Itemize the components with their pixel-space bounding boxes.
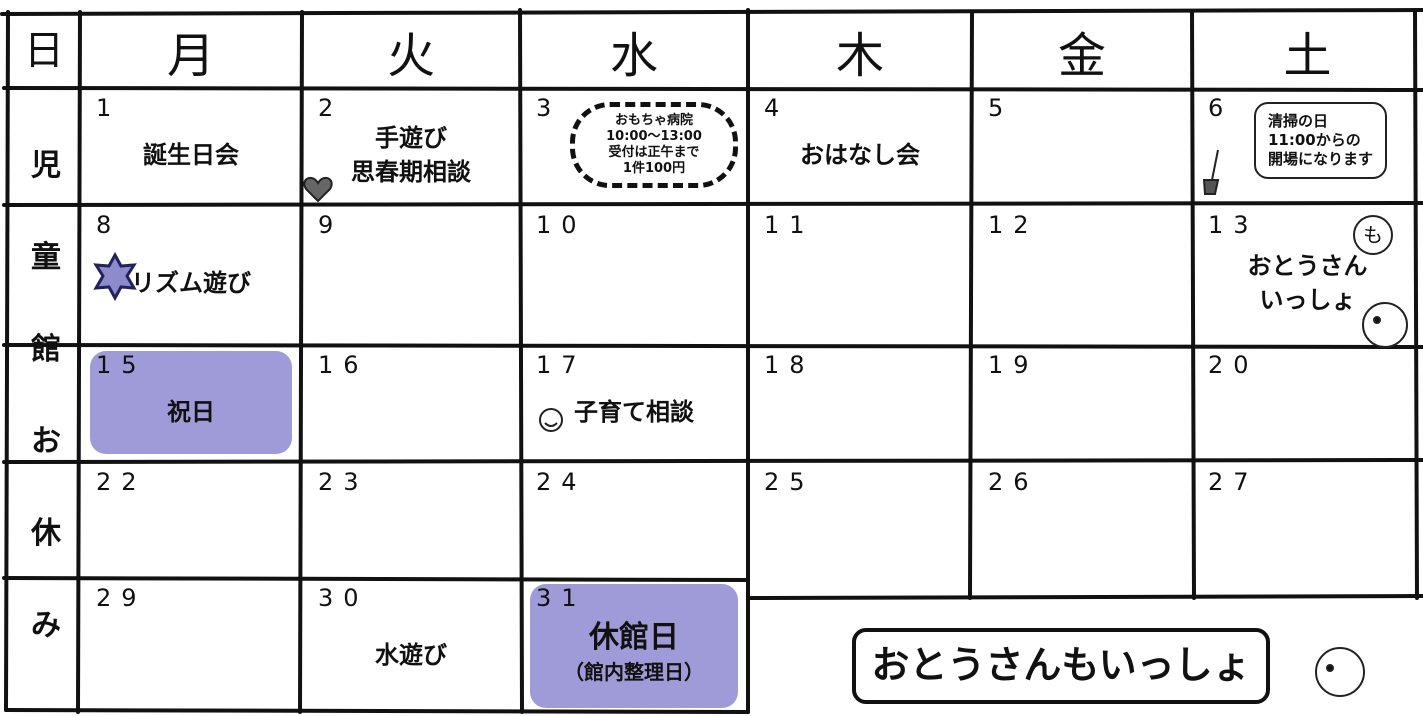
note-line: おもちゃ病院: [614, 113, 693, 128]
day-number: 27: [1208, 468, 1259, 496]
day-number: 26: [988, 468, 1039, 496]
side-label-char: 館: [31, 332, 61, 367]
weekday-header: 月: [166, 28, 215, 84]
day-cell: 18: [748, 345, 972, 462]
day-cell: 19: [972, 345, 1192, 462]
day-cell: 3 おもちゃ病院 10:00～13:00 受付は正午まで 1件100円: [520, 88, 748, 205]
day-number: 9: [318, 211, 344, 239]
side-label-char: み: [31, 608, 61, 643]
note-line: 開場になります: [1268, 150, 1374, 168]
day-number: 24: [536, 468, 587, 496]
banner: おとうさんもいっしょ: [852, 628, 1270, 704]
event-text: いっしょ: [1259, 286, 1356, 314]
day-cell: 29: [80, 578, 302, 716]
day-number: 31: [536, 584, 587, 612]
day-cell: 8 リズム遊び: [80, 205, 302, 345]
day-number: 2: [318, 94, 344, 122]
day-cell: 17 子育て相談: [520, 345, 748, 462]
day-number: 6: [1208, 94, 1234, 122]
day-number: 30: [318, 584, 369, 612]
day-number: 29: [96, 584, 147, 612]
day-cell: 5: [972, 88, 1192, 205]
event-text: 水遊び: [375, 641, 447, 669]
day-number: 4: [764, 94, 790, 122]
day-number: 17: [536, 351, 587, 379]
event-text: おとうさん: [1247, 252, 1368, 280]
speech-bubble: も: [1353, 215, 1393, 255]
day-number: 22: [96, 468, 147, 496]
note-line: 10:00～13:00: [606, 129, 702, 144]
side-label-char: 休: [31, 516, 61, 551]
note-line: 受付は正午まで: [608, 145, 700, 160]
day-cell: 23: [302, 462, 520, 578]
holiday-highlight: [90, 351, 292, 454]
day-number: 13: [1208, 211, 1259, 239]
day-number: 25: [764, 468, 815, 496]
day-number: 19: [988, 351, 1039, 379]
day-number: 1: [96, 94, 122, 122]
day-cell: 31 休館日 （館内整理日）: [520, 578, 748, 716]
day-cell: 4 おはなし会: [748, 88, 972, 205]
day-cell: 12: [972, 205, 1192, 345]
event-text: 休館日: [589, 620, 679, 655]
day-number: 10: [536, 211, 587, 239]
event-text: 子育て相談: [574, 397, 694, 426]
day-cell: 9: [302, 205, 520, 345]
day-cell: 10: [520, 205, 748, 345]
day-number: 20: [1208, 351, 1259, 379]
day-number: 15: [96, 351, 147, 379]
note-line: 清掃の日: [1268, 112, 1329, 130]
day-cell: 6 清掃の日 11:00からの 開場になります: [1192, 88, 1423, 205]
day-cell: 20: [1192, 345, 1423, 462]
event-text: （館内整理日）: [564, 660, 704, 684]
corner-header: 日: [24, 28, 64, 74]
note-line: 1件100円: [622, 161, 686, 176]
day-cell: 11: [748, 205, 972, 345]
event-text: 誕生日会: [143, 140, 239, 169]
note-line: も: [1363, 223, 1383, 247]
day-number: 12: [988, 211, 1039, 239]
weekday-header: 水: [609, 28, 658, 84]
event-text: 思春期相談: [351, 157, 471, 186]
side-label-char: 童: [31, 240, 61, 275]
day-cell: 1 誕生日会: [80, 88, 302, 205]
day-cell: 2 手遊び思春期相談: [302, 88, 520, 205]
weekday-header: 土: [1283, 28, 1332, 84]
day-cell: 15 祝日: [80, 345, 302, 462]
day-number: 5: [988, 94, 1014, 122]
side-label-char: お: [31, 424, 61, 459]
weekday-header: 木: [835, 28, 884, 84]
notice-callout: 清掃の日 11:00からの 開場になります: [1254, 102, 1388, 179]
day-number: 11: [764, 211, 815, 239]
day-cell: 30 水遊び: [302, 578, 520, 716]
day-cell: 25: [748, 462, 972, 578]
event-text: リズム遊び: [131, 269, 251, 297]
event-text: 祝日: [167, 397, 215, 426]
day-cell: 22: [80, 462, 302, 578]
event-text: 手遊び: [375, 123, 447, 152]
day-cell: 24: [520, 462, 748, 578]
day-cell: 26: [972, 462, 1192, 578]
weekday-header: 火: [386, 28, 435, 84]
day-number: 8: [96, 211, 122, 239]
holiday-highlight: [530, 584, 738, 708]
day-number: 23: [318, 468, 369, 496]
dashed-note: おもちゃ病院 10:00～13:00 受付は正午まで 1件100円: [570, 102, 738, 188]
weekday-header: 金: [1057, 28, 1106, 84]
day-cell: 27: [1192, 462, 1423, 578]
note-line: 11:00からの: [1268, 131, 1361, 149]
day-cell: 16: [302, 345, 520, 462]
side-label-char: 児: [31, 148, 61, 183]
day-number: 3: [536, 94, 562, 122]
event-text: おはなし会: [800, 140, 920, 169]
day-number: 16: [318, 351, 369, 379]
day-cell: 13 おとうさんいっしょ も: [1192, 205, 1423, 345]
day-number: 18: [764, 351, 815, 379]
